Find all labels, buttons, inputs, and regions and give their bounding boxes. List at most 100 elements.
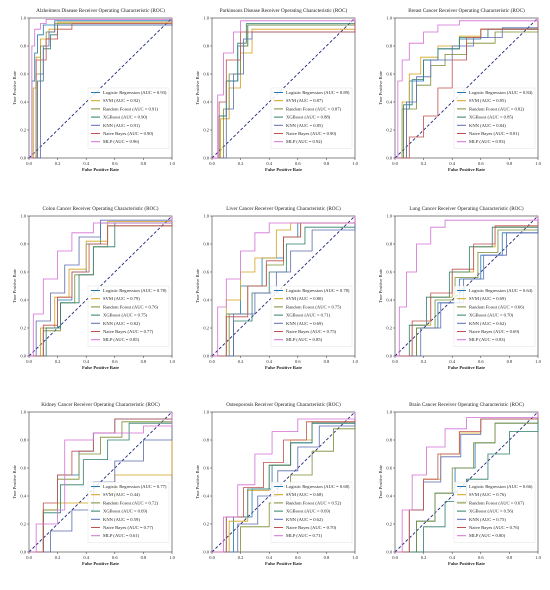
x-tick-label: 0.0	[26, 161, 32, 166]
y-axis-label: True Positive Rate	[378, 465, 383, 499]
roc-panel: Lung Cancer Receiver Operating Character…	[378, 205, 542, 370]
legend-entry: KNN (AUC = 0.62)	[469, 321, 506, 326]
x-tick-label: 0.4	[266, 359, 272, 364]
y-tick-label: 0.0	[386, 354, 392, 359]
x-tick-label: 0.0	[209, 555, 215, 560]
x-tick-label: 0.6	[295, 555, 301, 560]
chart-title: Colon Cancer Receiver Operating Characte…	[43, 205, 159, 212]
roc-curve-naive-bayes	[29, 412, 173, 553]
legend-entry: SVM (AUC = 0.92)	[103, 98, 140, 103]
legend-entry: Naive Bayes (AUC = 0.70)	[286, 525, 337, 530]
legend-entry: Random Forest (AUC = 0.82)	[469, 106, 525, 111]
legend-box	[87, 285, 170, 347]
roc-curve-random-forest	[395, 216, 539, 357]
y-tick-label: 0.4	[203, 100, 209, 105]
y-tick-label: 0.8	[20, 44, 26, 49]
legend-entry: Random Forest (AUC = 0.52)	[286, 500, 342, 505]
roc-panel: Colon Cancer Receiver Operating Characte…	[12, 205, 176, 370]
roc-curve-mlp	[395, 216, 539, 357]
legend-entry: XGBoost (AUC = 0.75)	[103, 313, 148, 318]
x-tick-label: 0.2	[238, 555, 244, 560]
y-tick-label: 0.8	[203, 438, 209, 443]
y-axis-label: True Positive Rate	[12, 269, 17, 303]
y-tick-label: 0.0	[203, 550, 209, 555]
x-tick-label: 0.6	[478, 359, 484, 364]
x-tick-label: 0.4	[83, 161, 89, 166]
legend-entry: XGBoost (AUC = 0.70)	[469, 313, 514, 318]
legend-entry: Logistic Regression (AUC = 0.77)	[103, 484, 167, 489]
roc-curve-mlp	[395, 18, 539, 159]
x-tick-label: 1.0	[169, 161, 175, 166]
x-tick-label: 0.0	[392, 555, 398, 560]
legend-entry: Naive Bayes (AUC = 0.77)	[103, 525, 154, 530]
legend-entry: SVM (AUC = 0.87)	[286, 98, 323, 103]
roc-curve-naive-bayes	[395, 18, 539, 159]
y-tick-label: 1.0	[20, 410, 26, 415]
roc-curve-knn	[395, 216, 539, 357]
y-tick-label: 0.2	[20, 326, 26, 331]
legend-box	[270, 481, 353, 543]
legend-entry: MLP (AUC = 0.93)	[469, 139, 506, 144]
roc-curve-xgboost	[395, 412, 539, 553]
x-tick-label: 0.8	[507, 555, 513, 560]
chart-title: Osteoporosis Receiver Operating Characte…	[226, 401, 341, 408]
legend-entry: Logistic Regression (AUC = 0.64)	[469, 288, 533, 293]
x-tick-label: 1.0	[352, 555, 358, 560]
x-tick-label: 0.6	[112, 161, 118, 166]
y-axis-label: True Positive Rate	[195, 269, 200, 303]
legend-entry: Random Forest (AUC = 0.72)	[103, 500, 159, 505]
roc-curve-random-forest	[395, 412, 539, 553]
roc-panel: Brain Cancer Receiver Operating Characte…	[378, 401, 542, 566]
legend-box	[87, 481, 170, 543]
x-axis-label: False Positive Rate	[265, 561, 302, 566]
x-tick-label: 0.8	[507, 161, 513, 166]
legend-entry: KNN (AUC = 0.69)	[286, 321, 323, 326]
x-tick-label: 0.0	[392, 161, 398, 166]
legend-entry: Naive Bayes (AUC = 0.81)	[469, 131, 520, 136]
x-tick-label: 0.2	[55, 555, 61, 560]
y-tick-label: 0.6	[386, 466, 392, 471]
y-tick-label: 0.2	[386, 128, 392, 133]
roc-panel: Liver Cancer Receiver Operating Characte…	[195, 205, 359, 370]
x-tick-label: 0.6	[112, 555, 118, 560]
roc-panel: Parkinsons Disease Receiver Operating Ch…	[195, 7, 359, 172]
x-tick-label: 1.0	[535, 359, 541, 364]
y-tick-label: 0.6	[203, 270, 209, 275]
x-tick-label: 0.8	[324, 359, 330, 364]
roc-curve-naive-bayes	[29, 216, 173, 357]
roc-curve-naive-bayes	[29, 18, 173, 159]
y-tick-label: 0.6	[20, 270, 26, 275]
legend-entry: Random Forest (AUC = 0.76)	[103, 304, 159, 309]
legend-entry: MLP (AUC = 0.80)	[469, 533, 506, 538]
y-tick-label: 1.0	[20, 214, 26, 219]
x-tick-label: 0.8	[324, 161, 330, 166]
y-tick-label: 0.2	[386, 326, 392, 331]
y-tick-label: 0.2	[20, 128, 26, 133]
legend-box	[87, 87, 170, 149]
x-axis-label: False Positive Rate	[82, 561, 119, 566]
y-tick-label: 0.4	[20, 494, 26, 499]
legend-entry: Random Forest (AUC = 0.91)	[103, 106, 159, 111]
x-tick-label: 0.6	[478, 161, 484, 166]
legend-entry: XGBoost (AUC = 0.90)	[103, 115, 148, 120]
x-tick-label: 0.2	[421, 161, 427, 166]
y-tick-label: 0.4	[20, 298, 26, 303]
x-tick-label: 0.8	[141, 359, 147, 364]
x-axis-label: False Positive Rate	[82, 365, 119, 370]
legend-entry: MLP (AUC = 0.85)	[103, 337, 140, 342]
legend-entry: KNN (AUC = 0.84)	[469, 123, 506, 128]
legend-entry: Naive Bayes (AUC = 0.69)	[469, 329, 520, 334]
y-tick-label: 0.6	[386, 72, 392, 77]
plot-frame	[211, 411, 356, 553]
legend-entry: Logistic Regression (AUC = 0.78)	[286, 288, 350, 293]
x-tick-label: 0.2	[421, 359, 427, 364]
roc-curve-mlp	[29, 412, 173, 553]
legend-box	[453, 481, 536, 543]
roc-curve-mlp	[212, 18, 356, 159]
roc-panel: Breast Cancer Receiver Operating Charact…	[378, 7, 542, 172]
legend-entry: Random Forest (AUC = 0.87)	[286, 106, 342, 111]
legend-entry: SVM (AUC = 0.68)	[286, 492, 323, 497]
roc-curve-knn	[29, 216, 173, 357]
y-tick-label: 0.2	[203, 128, 209, 133]
roc-panel: Kidney Cancer Receiver Operating Charact…	[12, 401, 176, 566]
